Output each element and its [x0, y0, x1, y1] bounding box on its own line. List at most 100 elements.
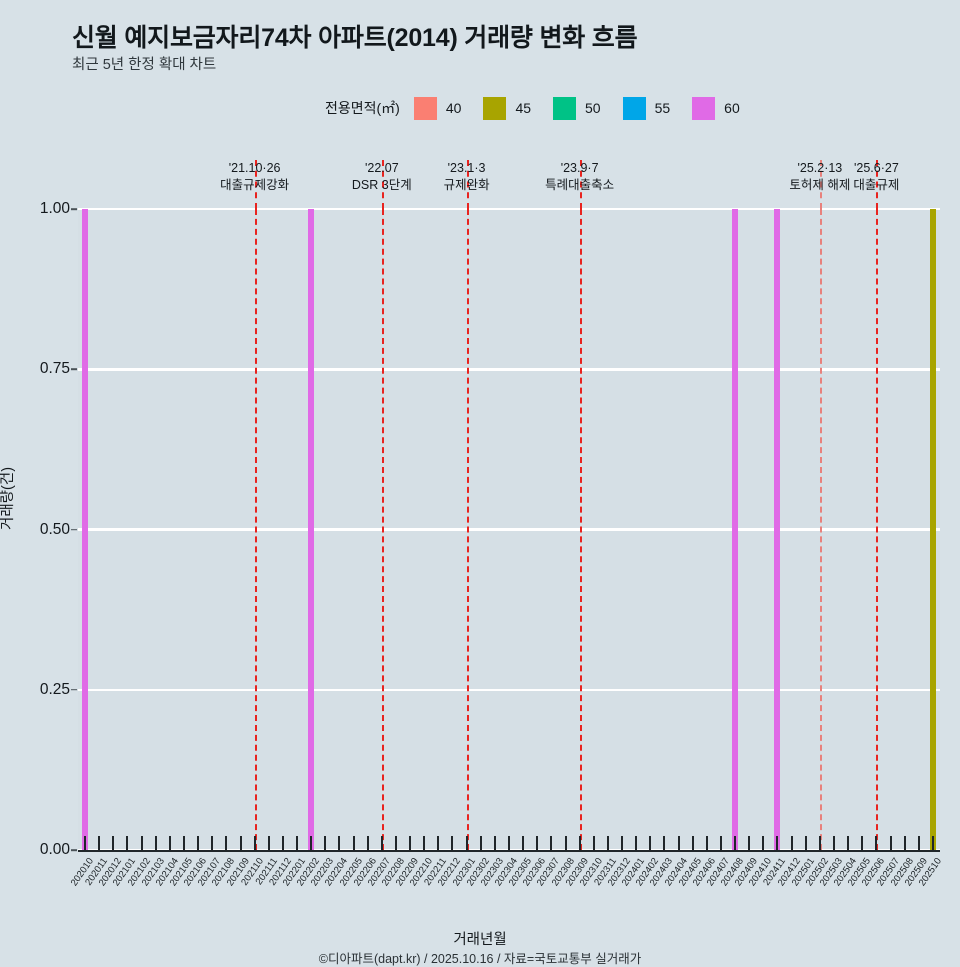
x-tick-mark — [394, 836, 397, 850]
x-tick-mark — [889, 836, 892, 850]
x-tick-mark — [140, 836, 143, 850]
x-tick-mark — [197, 836, 200, 850]
legend-swatch-icon — [553, 96, 577, 120]
annotation-date: '23.1·3 — [447, 161, 486, 175]
x-tick-mark — [352, 836, 355, 850]
page-subtitle: 최근 5년 한정 확대 차트 — [72, 57, 217, 73]
x-axis-label: 거래년월 — [453, 932, 507, 948]
legend-item-40[interactable]: 40 — [413, 96, 476, 120]
x-tick-mark — [508, 836, 510, 850]
x-tick-mark — [437, 836, 440, 850]
annotation-date: '25.6·27 — [854, 161, 899, 175]
x-tick-mark — [324, 836, 327, 850]
x-tick-mark — [649, 836, 652, 850]
x-tick-mark — [168, 836, 171, 850]
x-tick-mark — [493, 836, 496, 850]
x-tick-mark — [479, 836, 482, 850]
x-tick-mark — [621, 836, 624, 850]
legend-item-label: 45 — [515, 100, 532, 116]
x-tick-mark — [550, 836, 553, 850]
x-tick-mark — [84, 836, 87, 850]
x-tick-mark — [366, 836, 369, 850]
annotation-text: DSR 3단계 — [351, 177, 412, 192]
x-tick-mark — [182, 836, 185, 850]
legend-item-55[interactable]: 55 — [622, 96, 685, 120]
plot-area — [78, 207, 940, 852]
annotation-date: '21.10·26 — [228, 161, 281, 175]
annotation-text: 특례대출축소 — [545, 177, 615, 192]
x-tick-mark — [663, 836, 666, 850]
x-tick-mark — [592, 836, 595, 850]
legend-item-label: 60 — [724, 100, 740, 116]
x-tick-mark — [705, 836, 708, 850]
x-tick-mark — [239, 836, 242, 850]
legend-item-label: 55 — [654, 100, 671, 116]
x-tick-mark — [847, 836, 850, 850]
page-title: 신월 예지보금자리74차 아파트(2014) 거래량 변화 흐름 — [72, 24, 638, 52]
legend-item-label: 50 — [585, 100, 601, 116]
annotation-date: '25.2·13 — [797, 161, 843, 175]
x-tick-mark — [253, 836, 256, 850]
annotation-line-202301 — [466, 209, 469, 850]
x-tick-mark — [762, 836, 765, 850]
annotation-label-202301: '23.1·3 규제완화 — [444, 160, 490, 194]
annotation-line-202309 — [579, 209, 582, 850]
x-tick-mark — [818, 836, 821, 850]
annotation-line-202506 — [876, 209, 879, 850]
annotation-line-202110 — [254, 209, 257, 850]
x-tick-mark — [522, 836, 525, 850]
x-tick-mark — [112, 836, 115, 850]
legend-item-60[interactable]: 60 — [692, 96, 754, 120]
x-tick-mark — [281, 836, 284, 850]
x-tick-mark — [719, 836, 722, 850]
x-tick-mark — [734, 836, 737, 850]
bar-202408-60[interactable] — [732, 209, 739, 850]
y-tick-label: 0.50 — [39, 520, 70, 538]
y-tick-mark — [71, 688, 77, 691]
legend-swatch-icon — [692, 96, 716, 120]
bar-202010-60[interactable] — [82, 209, 89, 850]
x-tick-mark — [606, 836, 609, 850]
annotation-stem-202301 — [466, 160, 469, 209]
y-axis-label: 거래량(건) — [0, 466, 16, 530]
legend-item-45[interactable]: 45 — [483, 96, 545, 120]
x-tick-mark — [536, 836, 539, 850]
x-tick-mark — [635, 836, 638, 850]
x-tick-mark — [578, 836, 581, 850]
y-tick-mark — [71, 528, 77, 531]
x-tick-mark — [931, 836, 934, 850]
bar-202202-60[interactable] — [308, 209, 315, 850]
x-tick-mark — [126, 836, 129, 850]
annotation-text: 규제완화 — [443, 177, 490, 192]
y-tick-mark — [71, 208, 77, 210]
bar-202411-60[interactable] — [774, 209, 781, 850]
gridline — [78, 207, 940, 211]
annotation-label-202309: '23.9·7 특례대출축소 — [545, 160, 614, 194]
x-tick-mark — [564, 836, 567, 850]
x-tick-mark — [409, 836, 412, 850]
y-tick-label: 0.25 — [39, 680, 70, 698]
y-tick-mark — [71, 849, 77, 851]
annotation-label-202506: '25.6·27 대출규제 — [853, 160, 899, 194]
x-tick-mark — [833, 836, 836, 850]
legend-swatch-icon — [622, 96, 646, 120]
legend-item-50[interactable]: 50 — [553, 96, 615, 120]
legend-swatch-icon — [483, 96, 507, 120]
y-tick-label: 0.00 — [39, 841, 70, 858]
gridline — [78, 688, 940, 692]
annotation-line-202502 — [819, 209, 822, 850]
bar-202510-45[interactable] — [929, 209, 936, 850]
annotation-stem-202207 — [381, 160, 384, 209]
x-tick-mark — [804, 836, 807, 850]
annotation-date: '23.9·7 — [560, 161, 599, 175]
y-tick-mark — [71, 368, 77, 371]
annotation-label-202110: '21.10·26 대출규제강화 — [220, 160, 289, 194]
annotation-label-202207: '22.07 DSR 3단계 — [352, 160, 412, 194]
x-tick-mark — [677, 836, 680, 850]
annotation-stem-202110 — [254, 160, 257, 209]
y-tick-label: 0.75 — [39, 360, 70, 378]
gridline — [78, 368, 940, 371]
x-tick-mark — [310, 836, 313, 850]
annotation-stem-202506 — [876, 160, 879, 209]
